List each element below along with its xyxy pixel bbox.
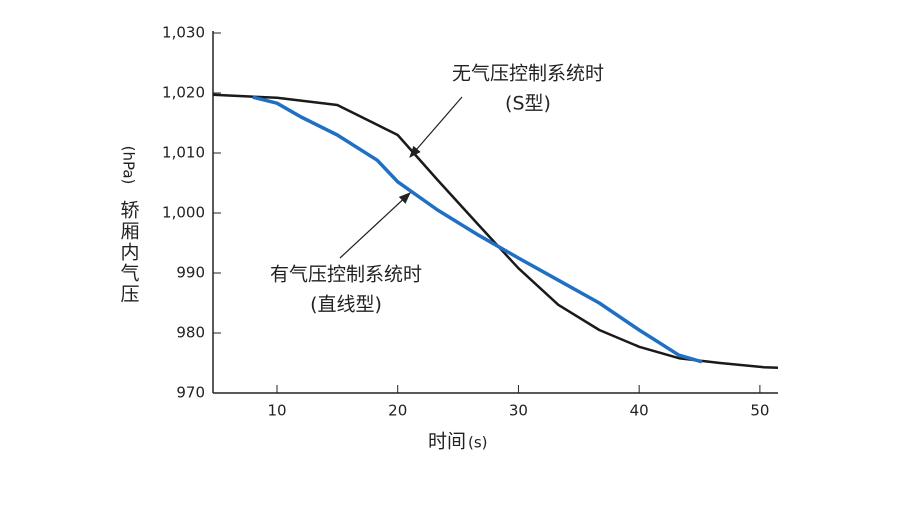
x-axis-unit: (s): [468, 434, 488, 452]
y-tick-label: 1,020: [162, 84, 205, 102]
y-tick-label: 1,000: [162, 204, 205, 222]
x-tick-label: 10: [267, 402, 286, 420]
y-tick-label: 970: [176, 384, 205, 402]
series-line: [212, 93, 779, 370]
x-tick-label: 50: [750, 402, 769, 420]
annotation-arrow: [409, 96, 463, 158]
y-tick-label: 980: [176, 324, 205, 342]
x-axis-label: 时间: [428, 431, 466, 453]
annotation: 无气压控制系统时: [452, 63, 604, 85]
annotation: (直线型): [310, 294, 382, 316]
y-tick-label: 990: [176, 264, 205, 282]
series-line: [252, 95, 703, 364]
x-tick-label: 20: [388, 402, 407, 420]
annotation: (S型): [505, 93, 551, 115]
y-tick-label: 1,010: [162, 144, 205, 162]
annotation: 有气压控制系统时: [270, 264, 422, 286]
y-tick-label: 1,030: [162, 24, 205, 42]
annotation-arrow: [339, 192, 411, 259]
x-tick-label: 40: [630, 402, 649, 420]
y-axis-label: 轿厢内气压: [118, 200, 140, 305]
y-axis-unit: (hPa): [120, 146, 138, 185]
x-tick-label: 30: [509, 402, 528, 420]
